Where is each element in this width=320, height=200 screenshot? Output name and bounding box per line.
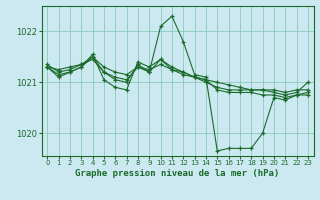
X-axis label: Graphe pression niveau de la mer (hPa): Graphe pression niveau de la mer (hPa) [76, 169, 280, 178]
